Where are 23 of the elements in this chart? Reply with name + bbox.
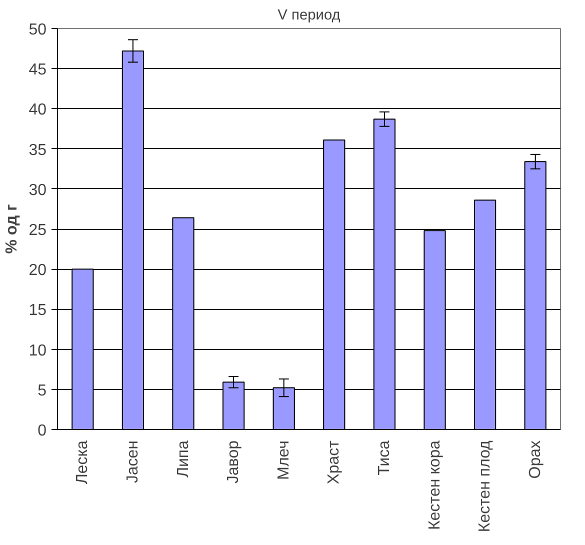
- x-tick-label: Кестен кора: [426, 440, 444, 530]
- x-tick-label: Млеч: [275, 440, 292, 480]
- y-tick-label: 15: [28, 302, 47, 320]
- y-tick-label: 25: [28, 222, 47, 239]
- y-tick-label: 45: [28, 62, 47, 79]
- y-tick-label: 30: [28, 182, 47, 199]
- chart-title: V период: [278, 8, 341, 24]
- y-tick-label: 0: [38, 422, 47, 440]
- x-tick-label: Орах: [526, 440, 544, 479]
- x-tick-label: Кестен плод: [476, 440, 494, 532]
- x-tick-label: Јасен: [124, 440, 142, 484]
- y-tick-label: 35: [28, 142, 47, 159]
- y-tick-label: 5: [38, 382, 47, 400]
- y-tick-label: 50: [28, 22, 47, 38]
- x-tick-label: Храст: [326, 440, 343, 484]
- x-tick-label: Јавор: [225, 440, 242, 484]
- y-tick-label: 20: [28, 262, 47, 280]
- x-tick-label: Леска: [74, 440, 92, 484]
- x-tick-label: Тиса: [376, 440, 393, 476]
- y-tick-label: 40: [28, 102, 47, 119]
- y-tick-label: 10: [28, 342, 47, 360]
- x-tick-label: Липа: [174, 440, 192, 478]
- y-axis-title: % од г: [4, 204, 21, 254]
